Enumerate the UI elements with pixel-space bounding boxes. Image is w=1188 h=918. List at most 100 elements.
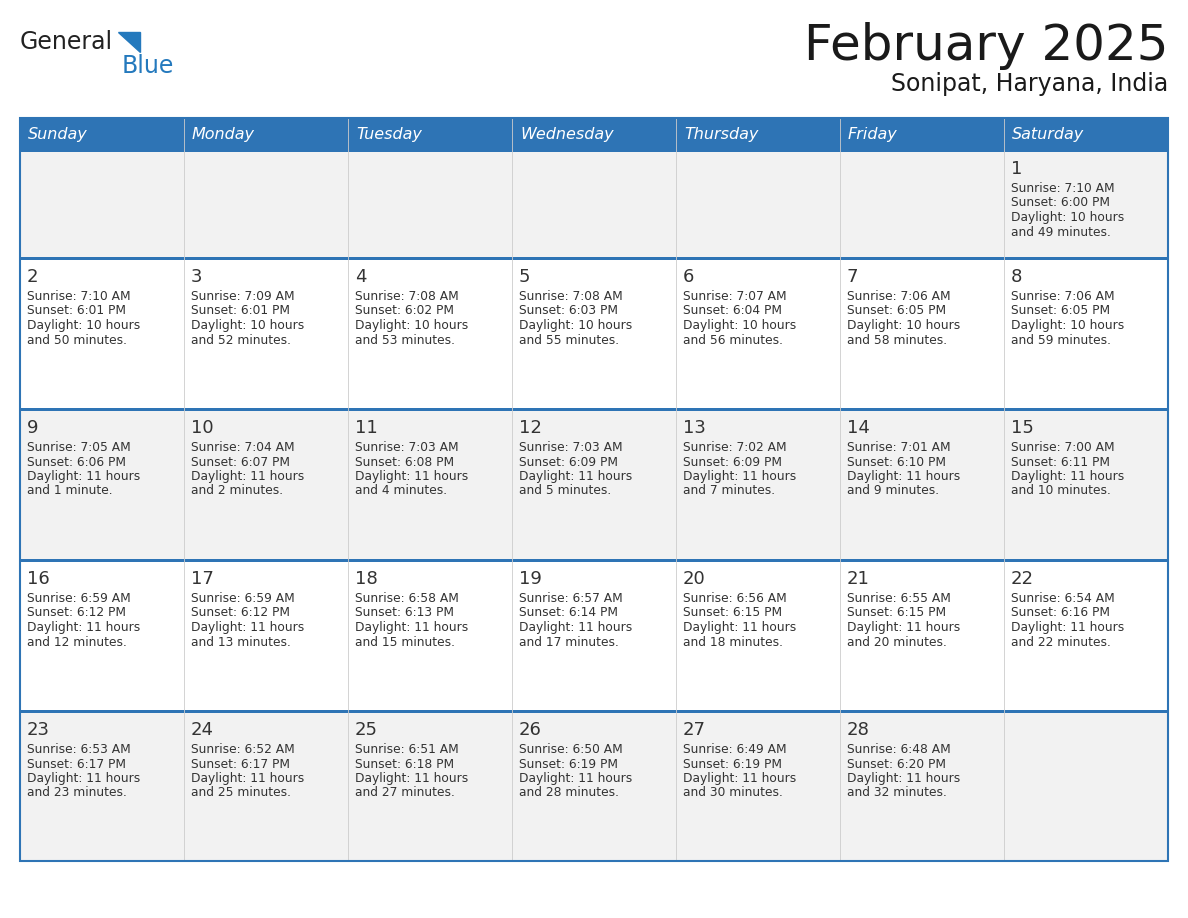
Text: Sunset: 6:11 PM: Sunset: 6:11 PM [1011,455,1110,468]
Text: Monday: Monday [192,128,255,142]
Text: Daylight: 10 hours: Daylight: 10 hours [683,319,796,332]
Text: Sunrise: 7:06 AM: Sunrise: 7:06 AM [847,290,950,303]
Text: 18: 18 [355,570,378,588]
Text: Sunset: 6:09 PM: Sunset: 6:09 PM [683,455,782,468]
Text: and 5 minutes.: and 5 minutes. [519,485,612,498]
Bar [20,559,1168,562]
Text: Sunset: 6:12 PM: Sunset: 6:12 PM [27,607,126,620]
Text: and 53 minutes.: and 53 minutes. [355,333,455,346]
Text: 28: 28 [847,721,870,739]
Text: 12: 12 [519,419,542,437]
Text: and 28 minutes.: and 28 minutes. [519,787,619,800]
Text: 21: 21 [847,570,870,588]
Text: Tuesday: Tuesday [356,128,422,142]
Text: 17: 17 [191,570,214,588]
Bar [20,118,1168,152]
Text: Daylight: 11 hours: Daylight: 11 hours [355,470,468,483]
Text: Sunset: 6:19 PM: Sunset: 6:19 PM [519,757,618,770]
Text: Sunrise: 7:07 AM: Sunrise: 7:07 AM [683,290,786,303]
Text: and 7 minutes.: and 7 minutes. [683,485,775,498]
Text: and 52 minutes.: and 52 minutes. [191,333,291,346]
Text: Daylight: 11 hours: Daylight: 11 hours [191,470,304,483]
Text: Sunrise: 6:49 AM: Sunrise: 6:49 AM [683,743,786,756]
Text: and 27 minutes.: and 27 minutes. [355,787,455,800]
Text: Sunrise: 7:02 AM: Sunrise: 7:02 AM [683,441,786,454]
Text: Daylight: 11 hours: Daylight: 11 hours [683,621,796,634]
Text: Daylight: 11 hours: Daylight: 11 hours [1011,470,1124,483]
Text: Sonipat, Haryana, India: Sonipat, Haryana, India [891,72,1168,96]
Text: Daylight: 11 hours: Daylight: 11 hours [683,470,796,483]
Text: Sunset: 6:15 PM: Sunset: 6:15 PM [683,607,782,620]
Text: and 32 minutes.: and 32 minutes. [847,787,947,800]
Text: Daylight: 10 hours: Daylight: 10 hours [191,319,304,332]
Text: Sunrise: 7:09 AM: Sunrise: 7:09 AM [191,290,295,303]
Text: and 15 minutes.: and 15 minutes. [355,635,455,648]
Text: Sunrise: 6:54 AM: Sunrise: 6:54 AM [1011,592,1114,605]
Text: Daylight: 10 hours: Daylight: 10 hours [27,319,140,332]
Bar [20,152,1168,257]
Text: and 22 minutes.: and 22 minutes. [1011,635,1111,648]
Text: Daylight: 10 hours: Daylight: 10 hours [847,319,960,332]
Text: Blue: Blue [122,54,175,78]
Text: and 58 minutes.: and 58 minutes. [847,333,947,346]
Text: Sunrise: 6:56 AM: Sunrise: 6:56 AM [683,592,786,605]
Text: 2: 2 [27,268,38,286]
Text: and 23 minutes.: and 23 minutes. [27,787,127,800]
Polygon shape [118,32,140,52]
Text: 23: 23 [27,721,50,739]
Text: Sunset: 6:08 PM: Sunset: 6:08 PM [355,455,454,468]
Text: Daylight: 10 hours: Daylight: 10 hours [355,319,468,332]
Text: Sunset: 6:19 PM: Sunset: 6:19 PM [683,757,782,770]
Text: Daylight: 11 hours: Daylight: 11 hours [191,772,304,785]
Text: and 49 minutes.: and 49 minutes. [1011,226,1111,239]
Text: Sunrise: 6:59 AM: Sunrise: 6:59 AM [191,592,295,605]
Text: Sunrise: 7:03 AM: Sunrise: 7:03 AM [519,441,623,454]
Text: Sunrise: 7:01 AM: Sunrise: 7:01 AM [847,441,950,454]
Text: Daylight: 11 hours: Daylight: 11 hours [519,772,632,785]
Text: Sunset: 6:16 PM: Sunset: 6:16 PM [1011,607,1110,620]
Text: Sunrise: 7:10 AM: Sunrise: 7:10 AM [1011,182,1114,195]
Text: and 9 minutes.: and 9 minutes. [847,485,940,498]
Text: Sunrise: 7:05 AM: Sunrise: 7:05 AM [27,441,131,454]
Bar [20,257,1168,260]
Text: Sunrise: 6:57 AM: Sunrise: 6:57 AM [519,592,623,605]
Text: Daylight: 11 hours: Daylight: 11 hours [27,621,140,634]
Text: 11: 11 [355,419,378,437]
Text: Sunset: 6:04 PM: Sunset: 6:04 PM [683,305,782,318]
Text: and 50 minutes.: and 50 minutes. [27,333,127,346]
Text: Sunrise: 7:06 AM: Sunrise: 7:06 AM [1011,290,1114,303]
Text: 10: 10 [191,419,214,437]
Text: and 55 minutes.: and 55 minutes. [519,333,619,346]
Text: Sunrise: 6:59 AM: Sunrise: 6:59 AM [27,592,131,605]
Text: and 56 minutes.: and 56 minutes. [683,333,783,346]
Text: Sunset: 6:12 PM: Sunset: 6:12 PM [191,607,290,620]
Text: Sunset: 6:20 PM: Sunset: 6:20 PM [847,757,946,770]
Text: Sunset: 6:14 PM: Sunset: 6:14 PM [519,607,618,620]
Text: and 1 minute.: and 1 minute. [27,485,113,498]
Text: Sunset: 6:06 PM: Sunset: 6:06 PM [27,455,126,468]
Text: Sunset: 6:15 PM: Sunset: 6:15 PM [847,607,946,620]
Text: and 2 minutes.: and 2 minutes. [191,485,283,498]
Text: Sunset: 6:17 PM: Sunset: 6:17 PM [191,757,290,770]
Bar [20,118,1168,861]
Text: Sunset: 6:10 PM: Sunset: 6:10 PM [847,455,946,468]
Text: Daylight: 11 hours: Daylight: 11 hours [1011,621,1124,634]
Text: Sunset: 6:01 PM: Sunset: 6:01 PM [27,305,126,318]
Text: and 59 minutes.: and 59 minutes. [1011,333,1111,346]
Text: Daylight: 11 hours: Daylight: 11 hours [847,470,960,483]
Bar [20,713,1168,861]
Text: Sunset: 6:03 PM: Sunset: 6:03 PM [519,305,618,318]
Text: and 18 minutes.: and 18 minutes. [683,635,783,648]
Text: Daylight: 10 hours: Daylight: 10 hours [1011,211,1124,224]
Bar [20,411,1168,559]
Text: Daylight: 11 hours: Daylight: 11 hours [355,621,468,634]
Text: Saturday: Saturday [1012,128,1085,142]
Text: Sunset: 6:02 PM: Sunset: 6:02 PM [355,305,454,318]
Text: February 2025: February 2025 [803,22,1168,70]
Text: Sunrise: 6:58 AM: Sunrise: 6:58 AM [355,592,459,605]
Text: Sunrise: 6:48 AM: Sunrise: 6:48 AM [847,743,950,756]
Text: 19: 19 [519,570,542,588]
Text: and 25 minutes.: and 25 minutes. [191,787,291,800]
Text: Sunday: Sunday [29,128,88,142]
Text: 9: 9 [27,419,38,437]
